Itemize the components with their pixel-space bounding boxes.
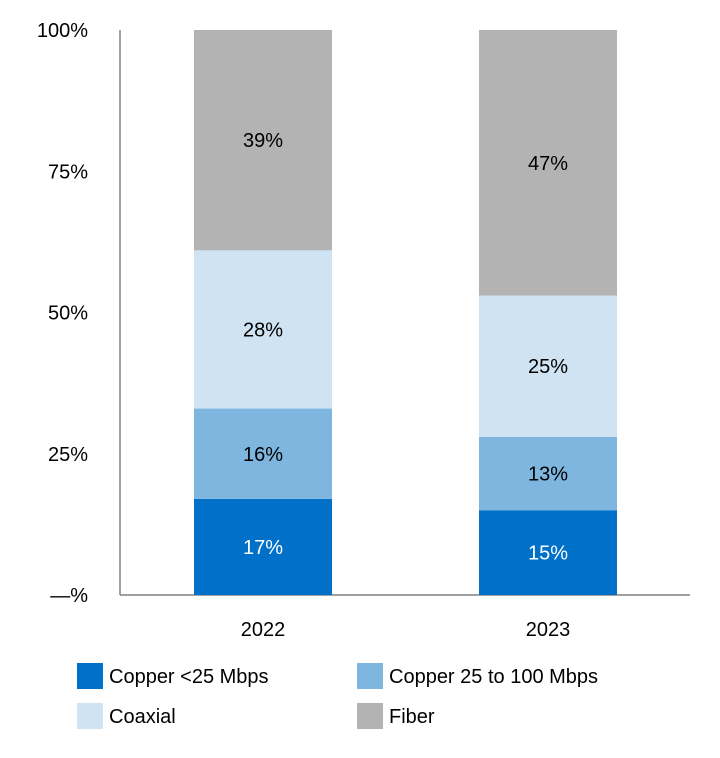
data-label: 47% — [528, 153, 568, 175]
bar-segment — [479, 295, 617, 437]
bar-segment — [479, 30, 617, 296]
legend-swatch — [77, 663, 103, 689]
legend-label: Copper <25 Mbps — [109, 666, 269, 688]
data-label: 15% — [528, 543, 568, 565]
data-label: 13% — [528, 464, 568, 486]
data-label: 16% — [243, 444, 283, 466]
y-tick-label: 25% — [48, 444, 88, 466]
bars: 17% 16% 28% 39% 15% 13% 25% 47% — [194, 30, 617, 595]
bar-segment — [194, 498, 332, 595]
data-label: 17% — [243, 537, 283, 559]
legend-swatch — [357, 663, 383, 689]
x-tick-label: 2022 — [241, 619, 286, 641]
bar-segment — [479, 510, 617, 595]
legend-label: Fiber — [389, 706, 435, 728]
y-tick-label: 50% — [48, 303, 88, 325]
y-tick-label: —% — [50, 585, 88, 607]
y-tick-label: 100% — [37, 20, 88, 42]
bar-segment — [194, 30, 332, 251]
bar-segment — [194, 250, 332, 409]
legend-label: Copper 25 to 100 Mbps — [389, 666, 598, 688]
data-label: 25% — [528, 356, 568, 378]
legend-swatch — [357, 703, 383, 729]
bar-segment — [479, 436, 617, 511]
data-label: 28% — [243, 319, 283, 341]
legend-label: Coaxial — [109, 706, 176, 728]
x-tick-label: 2023 — [526, 619, 571, 641]
bar-segment — [194, 408, 332, 499]
legend-swatch — [77, 703, 103, 729]
y-tick-label: 75% — [48, 161, 88, 183]
data-label: 39% — [243, 130, 283, 152]
legend: Copper <25 Mbps Copper 25 to 100 Mbps Coax… — [77, 663, 598, 729]
